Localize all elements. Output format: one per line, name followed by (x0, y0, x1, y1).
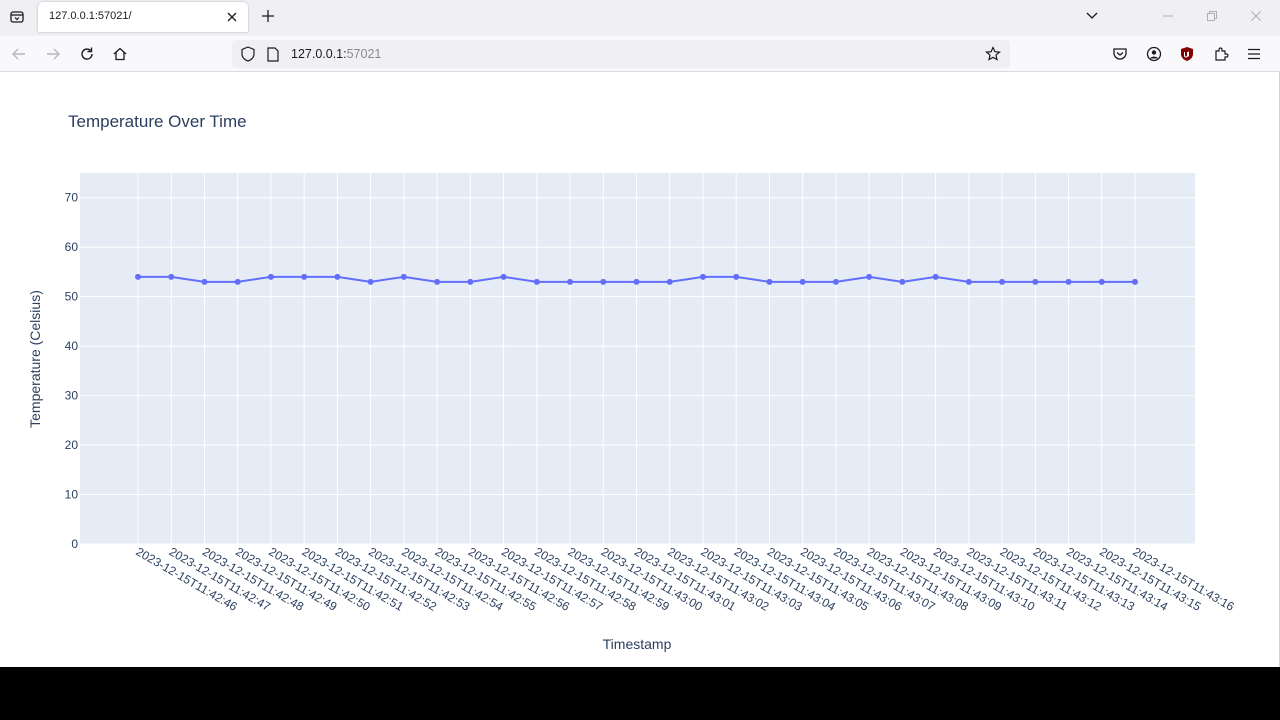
url-text: 127.0.0.1:57021 (291, 47, 381, 61)
data-point[interactable] (600, 278, 607, 285)
hamburger-menu-icon (1248, 48, 1260, 60)
browser-window: 127.0.0.1:57021/ (0, 0, 1280, 667)
data-point[interactable] (500, 273, 507, 280)
data-point[interactable] (367, 278, 374, 285)
data-point[interactable] (135, 273, 141, 280)
page-content: Temperature Over Time 0 10 20 30 40 50 60 70 20… (0, 72, 1279, 667)
data-point[interactable] (766, 278, 773, 285)
new-tab-button[interactable] (258, 6, 278, 26)
data-point[interactable] (434, 278, 441, 285)
navigation-toolbar: 127.0.0.1:57021 (0, 36, 1280, 72)
data-point[interactable] (1032, 278, 1039, 285)
url-host: 127.0.0.1: (291, 47, 347, 61)
data-point[interactable] (467, 278, 474, 285)
y-axis-ticks: 0 10 20 30 40 50 60 70 (65, 191, 79, 551)
y-tick-label: 20 (65, 438, 79, 452)
tab-list-icon (10, 11, 24, 23)
y-tick-label: 50 (65, 290, 79, 304)
plot-area (80, 173, 1195, 544)
y-tick-label: 10 (65, 488, 79, 502)
data-point[interactable] (666, 278, 673, 285)
data-point[interactable] (699, 273, 706, 280)
tab-overflow-button[interactable] (1080, 6, 1104, 26)
data-point[interactable] (832, 278, 839, 285)
chevron-down-icon (1086, 12, 1098, 19)
tab-title: 127.0.0.1:57021/ (49, 10, 132, 22)
ublock-extension-button[interactable] (1176, 43, 1198, 65)
plus-icon (262, 10, 274, 22)
y-tick-label: 60 (65, 240, 79, 254)
data-point[interactable] (201, 278, 208, 285)
pocket-icon (1113, 48, 1127, 60)
address-bar[interactable]: 127.0.0.1:57021 (232, 40, 1010, 68)
data-point[interactable] (1098, 278, 1105, 285)
data-point[interactable] (301, 273, 308, 280)
restore-button[interactable] (1200, 6, 1224, 26)
active-tab[interactable]: 127.0.0.1:57021/ (38, 2, 248, 32)
account-button[interactable] (1143, 43, 1165, 65)
data-point[interactable] (866, 273, 873, 280)
back-arrow-icon (12, 48, 25, 60)
data-point[interactable] (168, 273, 175, 280)
data-point[interactable] (567, 278, 574, 285)
site-info-button[interactable] (265, 46, 281, 62)
minimize-icon (1163, 15, 1173, 17)
ublock-shield-icon (1181, 47, 1193, 61)
y-axis-label: Temperature (Celsius) (27, 290, 43, 428)
data-point[interactable] (899, 278, 906, 285)
home-button[interactable] (109, 43, 131, 65)
chart-title: Temperature Over Time (68, 112, 247, 131)
account-icon (1146, 46, 1162, 62)
app-menu-button[interactable] (1243, 43, 1265, 65)
data-point[interactable] (733, 273, 740, 280)
forward-button[interactable] (42, 43, 64, 65)
page-icon (267, 46, 279, 62)
tab-close-button[interactable] (224, 9, 240, 25)
tracking-protection-button[interactable] (240, 46, 256, 62)
url-port: 57021 (346, 47, 382, 61)
y-tick-label: 70 (65, 191, 79, 205)
reload-icon (81, 47, 93, 60)
close-icon (227, 12, 237, 22)
minimize-button[interactable] (1156, 6, 1180, 26)
y-tick-label: 30 (65, 389, 79, 403)
close-window-icon (1251, 11, 1261, 21)
puzzle-icon (1215, 47, 1229, 61)
y-tick-label: 0 (71, 537, 78, 551)
data-point[interactable] (234, 278, 241, 285)
gridlines (80, 173, 1195, 545)
extensions-button[interactable] (1210, 43, 1232, 65)
data-point[interactable] (400, 273, 407, 280)
data-point[interactable] (533, 278, 540, 285)
data-point[interactable] (932, 273, 939, 280)
data-point[interactable] (965, 278, 972, 285)
tab-bar: 127.0.0.1:57021/ (0, 0, 1280, 36)
reload-button[interactable] (76, 43, 98, 65)
x-axis-label: Timestamp (603, 636, 672, 652)
shield-icon (241, 46, 255, 62)
star-icon (985, 46, 1001, 61)
restore-icon (1207, 11, 1217, 21)
data-point[interactable] (1065, 278, 1072, 285)
forward-arrow-icon (47, 48, 60, 60)
data-points (135, 273, 1138, 285)
close-window-button[interactable] (1244, 6, 1268, 26)
data-point[interactable] (799, 278, 806, 285)
y-tick-label: 40 (65, 339, 79, 353)
data-point[interactable] (334, 273, 341, 280)
data-point[interactable] (633, 278, 640, 285)
back-button[interactable] (8, 43, 30, 65)
list-all-tabs-button[interactable] (6, 6, 28, 28)
pocket-button[interactable] (1109, 43, 1131, 65)
data-point[interactable] (267, 273, 274, 280)
bookmark-star-button[interactable] (985, 46, 1001, 62)
temperature-chart: Temperature Over Time 0 10 20 30 40 50 60 70 20… (27, 112, 1237, 652)
data-point[interactable] (999, 278, 1006, 285)
x-axis-ticks: 2023-12-15T11:42:462023-12-15T11:42:4720… (134, 544, 1237, 614)
data-point[interactable] (1132, 278, 1138, 285)
home-icon (113, 47, 127, 61)
